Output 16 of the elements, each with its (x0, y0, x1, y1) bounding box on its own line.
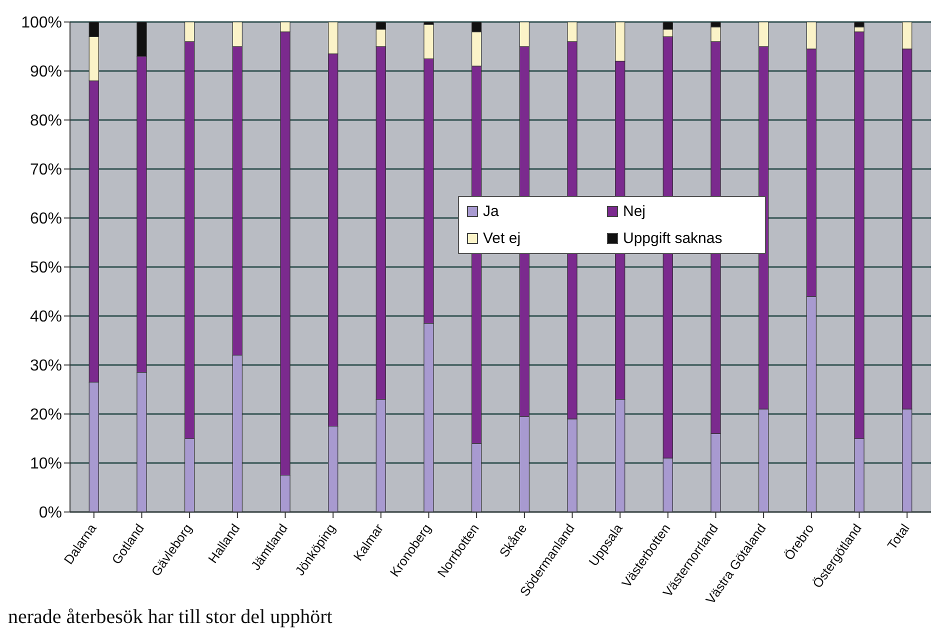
legend-label: Vet ej (483, 230, 521, 247)
y-tick-label: 30% (30, 358, 62, 375)
y-tick-label: 40% (30, 308, 62, 326)
y-tick-label: 60% (30, 210, 62, 228)
text: nerade återbesök har till stor del upphört (8, 606, 332, 629)
y-tick-label: 80% (30, 112, 62, 130)
y-tick-label: 20% (30, 406, 62, 424)
y-tick-label: 50% (30, 260, 62, 277)
y-tick-label: 70% (30, 162, 62, 179)
legend-label: Ja (483, 203, 499, 220)
y-tick-label: 0% (38, 504, 62, 522)
legend-label: Nej (623, 203, 646, 220)
y-tick-label: 90% (30, 64, 62, 81)
legend-label: Uppgift saknas (623, 230, 722, 247)
y-tick-label: 10% (30, 456, 62, 473)
y-tick-label: 100% (21, 14, 62, 32)
